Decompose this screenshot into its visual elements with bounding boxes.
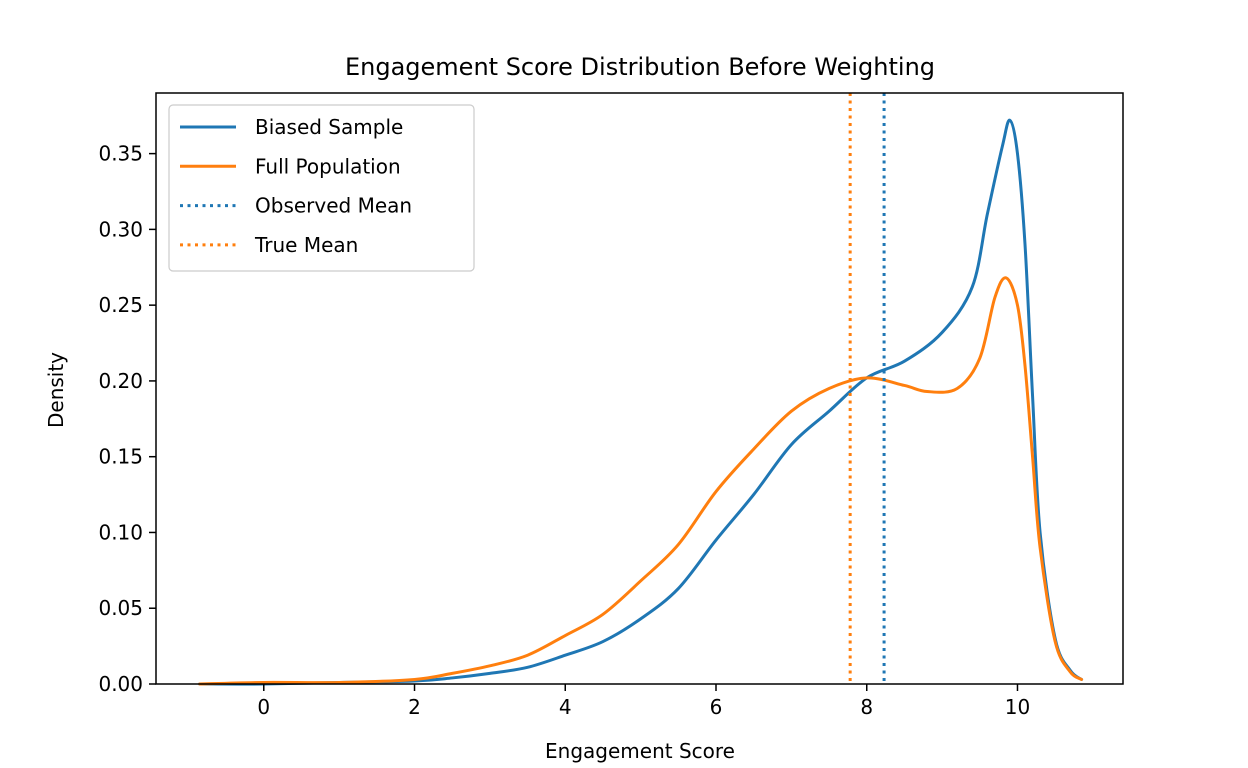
y-tick-label: 0.20 [98,369,143,393]
plot-frame [155,92,1124,685]
x-tick-label: 4 [559,695,572,719]
y-axis-title: Density [44,352,68,428]
series-line-0 [198,118,1084,686]
series-layer [198,118,1084,686]
y-axis: 0.00 0.05 0.10 0.15 0.20 0.25 0.30 0.35 [98,142,156,696]
series-line-1 [198,276,1084,686]
y-tick-label: 0.00 [98,672,143,696]
mean-lines-layer [848,93,886,684]
x-axis: 0 2 4 6 8 10 [257,684,1030,719]
y-tick-label: 0.30 [98,217,143,241]
legend-label: Biased Sample [255,115,403,139]
x-tick-label: 8 [860,695,873,719]
x-tick-label: 10 [1005,695,1030,719]
legend-entries: Biased Sample Full Population Observed Mea… [180,115,412,257]
legend: Biased Sample Full Population Observed Mea… [168,104,475,272]
legend-label: True Mean [254,233,358,257]
y-tick-label: 0.05 [98,596,143,620]
chart-title: Engagement Score Distribution Before Wei… [345,53,935,81]
x-tick-label: 0 [257,695,270,719]
legend-label: Full Population [255,154,401,178]
y-tick-label: 0.25 [98,293,143,317]
x-tick-label: 2 [408,695,421,719]
y-tick-label: 0.10 [98,520,143,544]
legend-box [168,104,475,272]
y-tick-label: 0.15 [98,445,143,469]
x-axis-title: Engagement Score [545,739,735,763]
x-tick-label: 6 [710,695,723,719]
legend-label: Observed Mean [255,194,412,218]
y-tick-label: 0.35 [98,142,143,166]
